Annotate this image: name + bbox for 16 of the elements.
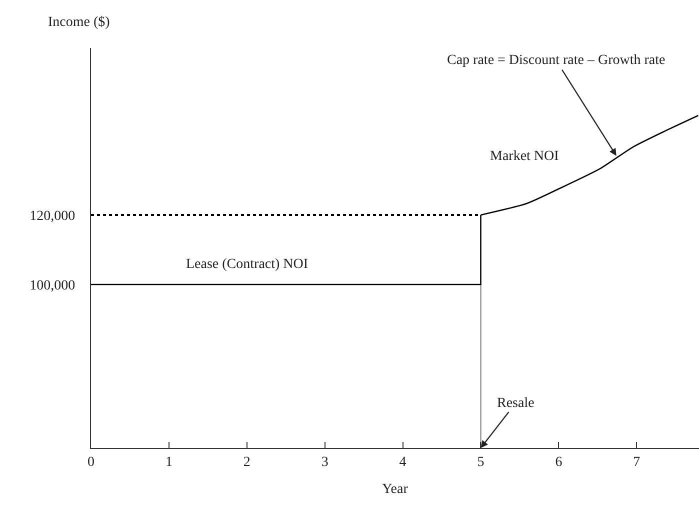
x-tick-label: 3 [321, 454, 328, 470]
y-axis-title: Income ($) [48, 15, 110, 30]
x-tick-label: 7 [633, 454, 640, 470]
x-axis-title: Year [382, 482, 408, 498]
annotation: Market NOI [490, 149, 560, 164]
annotation: Lease (Contract) NOI [186, 257, 308, 272]
x-tick-label: 4 [399, 454, 406, 470]
x-tick-label: 2 [243, 454, 250, 470]
x-tick-label: 1 [165, 454, 172, 470]
annotation: Resale [497, 396, 534, 411]
x-tick-label: 0 [88, 454, 94, 470]
y-tick-label: 100,000 [30, 278, 76, 294]
x-tick-label: 6 [555, 454, 562, 470]
x-tick-label: 5 [477, 454, 484, 470]
annotation: Cap rate = Discount rate – Growth rate [447, 53, 666, 68]
y-tick-label: 120,000 [30, 208, 76, 224]
